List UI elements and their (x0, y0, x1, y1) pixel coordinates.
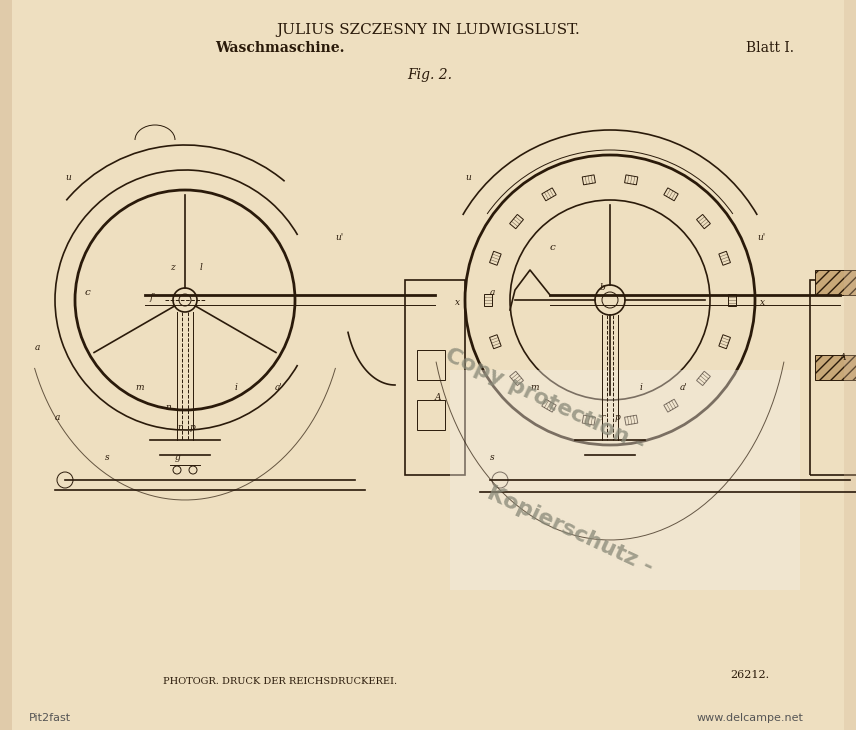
Text: n: n (165, 403, 170, 412)
Bar (844, 0, 856, 730)
Text: m: m (530, 383, 538, 392)
Text: A: A (840, 353, 847, 362)
Text: a: a (490, 288, 496, 297)
Bar (405, 280, 465, 475)
Text: z: z (170, 263, 175, 272)
Text: a': a' (680, 383, 688, 392)
Text: p: p (190, 423, 196, 432)
Bar (0, 0, 12, 730)
Bar (417, 350, 445, 380)
Text: a: a (55, 413, 61, 422)
Text: Blatt I.: Blatt I. (746, 41, 794, 55)
Text: u: u (465, 173, 471, 182)
Text: b: b (600, 283, 606, 292)
Text: i: i (235, 383, 238, 392)
Text: c: c (550, 243, 556, 252)
Text: r: r (600, 413, 604, 422)
Text: u': u' (757, 233, 765, 242)
Text: l: l (200, 263, 203, 272)
Bar (417, 400, 445, 430)
Text: x: x (455, 298, 461, 307)
Text: c: c (85, 288, 91, 297)
Text: JULIUS SZCZESNY IN LUDWIGSLUST.: JULIUS SZCZESNY IN LUDWIGSLUST. (276, 23, 580, 37)
Text: Copy protection -: Copy protection - (442, 345, 648, 455)
Text: s: s (105, 453, 110, 462)
Text: i: i (640, 383, 643, 392)
Text: A: A (435, 393, 442, 402)
Text: PHOTOGR. DRUCK DER REICHSDRUCKEREI.: PHOTOGR. DRUCK DER REICHSDRUCKEREI. (163, 677, 397, 686)
Text: f: f (150, 293, 153, 302)
Text: r: r (177, 423, 181, 432)
Text: Kopierschutz -: Kopierschutz - (484, 483, 657, 577)
Bar (810, 280, 856, 475)
Text: 26212.: 26212. (730, 670, 770, 680)
Text: www.delcampe.net: www.delcampe.net (697, 713, 804, 723)
Text: m: m (135, 383, 144, 392)
Text: a': a' (275, 383, 282, 392)
Text: u': u' (335, 233, 343, 242)
Text: Waschmaschine.: Waschmaschine. (215, 41, 345, 55)
Bar (450, 370, 800, 590)
Text: g: g (175, 453, 181, 462)
Bar (815, 355, 856, 380)
Text: x: x (760, 298, 765, 307)
Text: a: a (35, 343, 40, 352)
Text: p: p (615, 413, 621, 422)
Text: Fig. 2.: Fig. 2. (407, 68, 453, 82)
Text: Pit2fast: Pit2fast (29, 713, 71, 723)
Text: s: s (490, 453, 495, 462)
Text: u: u (65, 173, 71, 182)
Bar (815, 270, 856, 295)
